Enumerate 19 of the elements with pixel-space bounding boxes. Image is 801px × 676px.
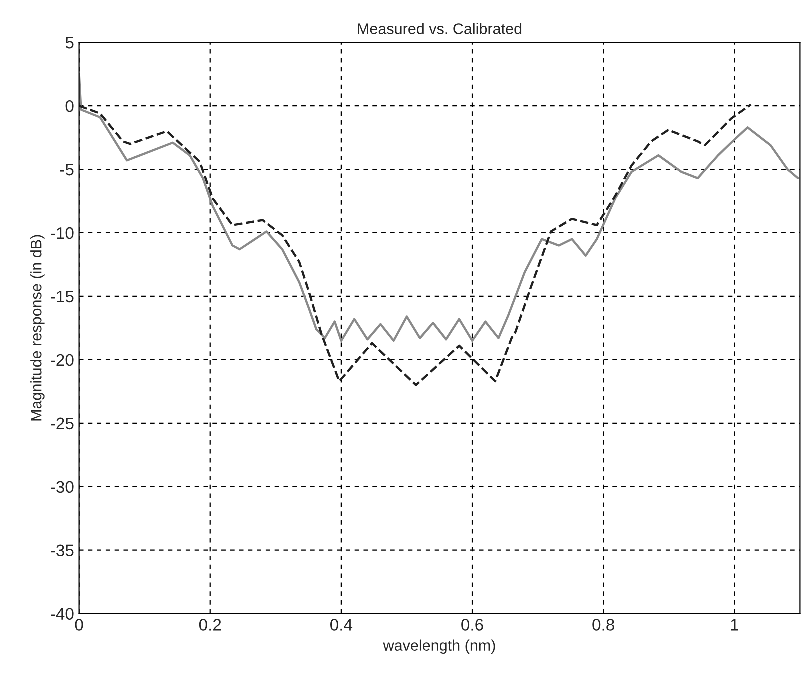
x-tick-label: 0.4 [330, 619, 353, 631]
chart-title: Measured vs. Calibrated [358, 23, 522, 34]
y-tick-label: -30 [51, 481, 74, 494]
y-axis-title: Magnitude response (in dB) [30, 235, 45, 421]
y-tick-label: -15 [51, 291, 74, 303]
y-tick-label: -5 [60, 164, 74, 176]
x-tick-label: 0.2 [199, 619, 222, 631]
y-tick-label: -20 [51, 354, 74, 366]
y-tick-label: -35 [51, 544, 74, 557]
y-tick-label: -40 [51, 608, 74, 620]
y-tick-label: 5 [66, 37, 74, 49]
x-tick-label: 0.8 [592, 619, 614, 631]
y-tick-label: -25 [51, 418, 74, 430]
x-axis-title: wavelength (nm) [383, 640, 496, 654]
y-tick-label: -10 [51, 227, 74, 240]
x-tick-label: 0.6 [462, 619, 484, 631]
x-tick-label: 1 [731, 619, 738, 631]
y-tick-label: 0 [66, 100, 74, 112]
x-tick-label: 0 [75, 619, 84, 631]
